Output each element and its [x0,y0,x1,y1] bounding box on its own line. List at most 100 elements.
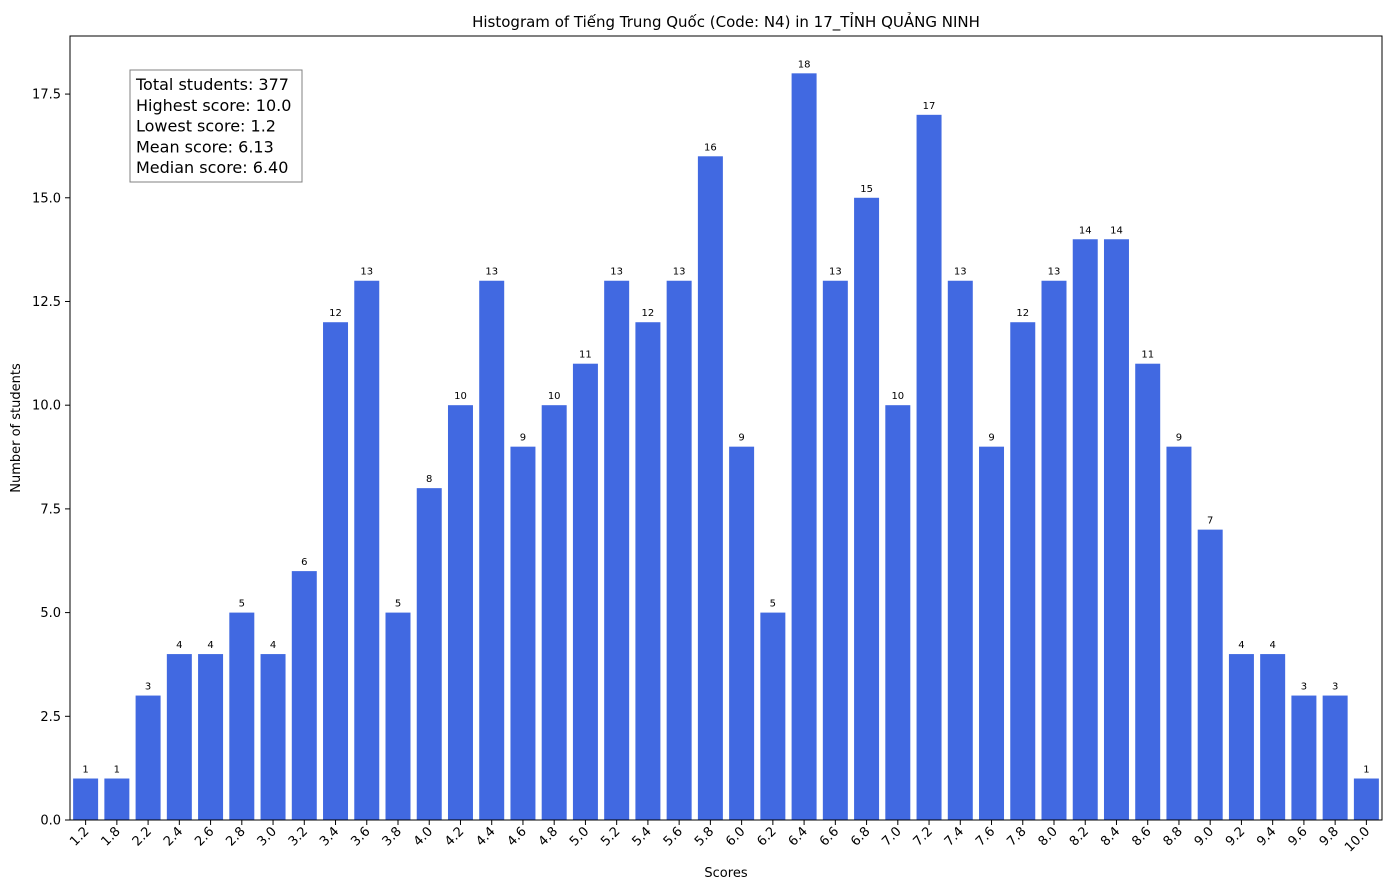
bar-value-label: 3 [145,682,151,693]
bar-5.2 [604,280,630,821]
bar-2.8 [229,612,255,820]
bar-8.0 [1041,280,1067,821]
x-tick-label: 6.6 [817,824,842,849]
bar-4.0 [416,488,442,820]
bar-7.4 [947,280,973,821]
bar-8.8 [1166,446,1192,820]
x-tick-label: 5.6 [661,824,686,849]
x-tick-label: 5.2 [598,824,623,849]
bar-value-label: 1 [82,765,88,776]
bar-value-label: 5 [770,599,776,610]
bar-value-label: 10 [454,391,467,402]
x-tick-label: 4.8 [536,824,561,849]
x-tick-label: 2.6 [192,824,217,849]
bar-value-label: 3 [1332,682,1338,693]
bar-8.6 [1135,363,1161,820]
bar-9.4 [1260,654,1286,820]
bar-5.8 [697,156,723,821]
stats-total-students: Total students: 377 [135,75,289,94]
bar-value-label: 4 [1269,640,1275,651]
x-tick-label: 9.6 [1285,824,1310,849]
bar-8.4 [1103,239,1129,820]
x-tick-label: 2.4 [161,824,186,849]
bar-labels-layer: 1 134 454612135810139101113121316951813151… [82,59,1369,775]
bar-value-label: 4 [176,640,182,651]
bar-value-label: 10 [891,391,904,402]
bar-value-label: 9 [738,433,744,444]
x-tick-label: 4.6 [505,824,530,849]
x-tick-label: 6.4 [786,824,811,849]
bar-5.4 [635,322,661,820]
x-tick-label: 8.0 [1036,824,1061,849]
x-tick-label: 9.0 [1192,824,1217,849]
stats-median-score: Median score: 6.40 [136,158,288,177]
bar-7.6 [979,446,1005,820]
y-tick-label: 15.0 [32,191,61,206]
bar-value-label: 14 [1110,225,1123,236]
bar-value-label: 13 [360,267,373,278]
x-tick-label: 5.4 [629,824,654,849]
bar-value-label: 8 [426,474,432,485]
bar-7.8 [1010,322,1036,820]
x-tick-label: 6.0 [723,824,748,849]
y-tick-label: 5.0 [40,606,61,621]
bar-7.0 [885,405,911,820]
x-tick-label: 4.0 [411,824,436,849]
bar-value-label: 17 [923,101,936,112]
bar-value-label: 4 [270,640,276,651]
bar-value-label: 18 [798,59,811,70]
x-tick-label: 8.6 [1129,824,1154,849]
bar-value-label: 4 [1238,640,1244,651]
x-tick-label: 9.4 [1254,824,1279,849]
bar-5.0 [572,363,598,820]
x-tick-label: 6.2 [754,824,779,849]
bar-4.2 [447,405,473,820]
bar-3.0 [260,654,286,820]
x-tick-label: 8.2 [1067,824,1092,849]
bar-value-label: 9 [520,433,526,444]
bar-1.8 [104,778,130,820]
stats-annotation-box: Total students: 377 Highest score: 10.0 … [129,69,303,183]
x-tick-label: 2.8 [223,824,248,849]
bar-value-label: 13 [610,267,623,278]
x-tick-label: 5.8 [692,824,717,849]
bar-3.8 [385,612,411,820]
bar-value-label: 13 [673,267,686,278]
bar-8.2 [1072,239,1098,820]
x-tick-label: 4.2 [442,824,467,849]
bar-value-label: 16 [704,142,717,153]
bar-4.4 [479,280,505,821]
bar-value-label: 13 [829,267,842,278]
x-axis-title: Scores [704,866,747,881]
bar-value-label: 12 [329,308,342,319]
bar-4.8 [541,405,567,820]
bar-3.6 [354,280,380,821]
x-tick-label: 1.2 [67,824,92,849]
bar-9.2 [1228,654,1254,820]
x-tick-label: 3.8 [380,824,405,849]
x-tick-label: 2.2 [130,824,155,849]
bar-6.8 [854,197,880,820]
y-axis-title: Number of students [9,363,24,493]
bar-value-label: 1 [1363,765,1369,776]
bar-10.0 [1353,778,1379,820]
bar-value-label: 9 [988,433,994,444]
bar-2.2 [135,695,161,820]
stats-box-border [129,69,303,183]
x-tick-label: 7.6 [973,824,998,849]
x-tick-label: 7.0 [879,824,904,849]
x-tick-label: 6.8 [848,824,873,849]
bar-value-label: 14 [1079,225,1092,236]
x-tick-label: 3.2 [286,824,311,849]
y-tick-label: 12.5 [32,295,61,310]
bar-3.4 [323,322,349,820]
x-tick-label: 3.0 [255,824,280,849]
x-tick-label: 7.2 [911,824,936,849]
bar-6.2 [760,612,786,820]
x-ticks-layer: 1.2 1.8 2.2 2.4 2.6 2.8 3.0 3.2 3.4 3.6 3.8 4.0 4.2 4… [67,820,1373,855]
stats-lowest-score: Lowest score: 1.2 [136,117,276,136]
stats-mean-score: Mean score: 6.13 [136,137,274,156]
bar-6.0 [729,446,755,820]
